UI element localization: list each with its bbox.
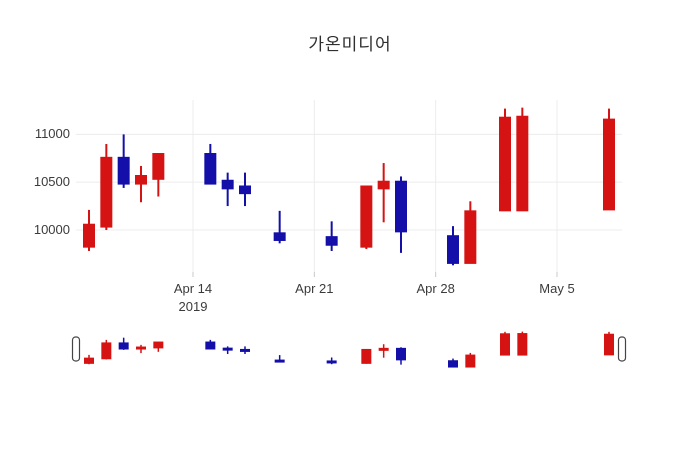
candle-body-up [377,180,390,190]
candle-body-down [221,179,234,190]
candle[interactable] [325,221,338,251]
candle[interactable] [239,172,251,207]
candle-body-up [83,223,95,248]
rangeslider-candle-body [136,346,146,350]
candle-body-up [499,116,511,212]
candle-body-down [239,185,251,195]
candle[interactable] [100,143,113,230]
rangeslider-candle-body [500,333,510,356]
rangeslider-candle-body [118,342,129,350]
candle-body-down [447,235,459,264]
x-axis-tick-label: May 5 [539,281,575,296]
x-axis-tick-label: Apr 14 2019 [173,281,213,314]
rangeslider-candle-body [396,347,406,361]
candle-body-up [464,210,477,264]
y-axis-tick-label: 10500 [33,174,70,190]
rangeslider-candle-body [101,342,112,360]
rangeslider-candle-body [205,341,216,350]
rangeslider-candle-body [517,333,528,356]
candle[interactable] [204,143,217,185]
rangeslider-candle-body [604,333,614,356]
y-axis-tick-label: 11000 [34,126,70,142]
candle[interactable] [83,209,95,251]
candle[interactable] [377,163,390,223]
y-axis-tick-label: 10000 [33,221,70,237]
candle-body-up [603,118,615,211]
candle[interactable] [273,210,286,244]
candle[interactable] [395,176,407,253]
candle-body-down [395,180,407,233]
rangeslider-candle-body [274,359,285,363]
rangeslider-handle-right[interactable] [617,336,627,362]
candle[interactable] [360,185,373,250]
rangeslider-candle-body [326,360,337,364]
rangeslider-handle-left[interactable] [71,336,81,362]
candle[interactable] [152,153,165,197]
rangeslider-candle-body [84,357,94,364]
candle-body-down [325,236,338,246]
candle-body-up [152,153,165,180]
candle[interactable] [603,108,615,211]
rangeslider-candle-body [378,347,389,351]
chart-title: 가온미디어 [308,35,392,54]
candle-body-up [100,156,113,228]
rangeslider-candle-body [153,341,164,349]
candle-body-down [117,156,130,185]
rangeslider-candle-body [240,348,250,352]
candle-body-up [516,115,529,212]
rangeslider-candle-body [222,347,233,351]
candle-body-down [273,232,286,241]
candle-body-up [360,185,373,248]
x-axis-tick-label: Apr 21 [295,281,334,296]
candle[interactable] [516,107,529,212]
rangeslider-candle-body [448,360,458,368]
rangeslider-candle-body [465,354,476,368]
x-axis-tick-label: Apr 28 [416,281,455,296]
candle[interactable] [447,226,459,266]
candle-body-down [204,153,217,185]
candle[interactable] [221,172,234,207]
candle[interactable] [499,108,511,212]
candle[interactable] [464,201,477,264]
candle[interactable] [135,165,147,203]
rangeslider-candle-body [361,348,372,364]
candle[interactable] [117,134,130,188]
candle-body-up [135,174,147,185]
